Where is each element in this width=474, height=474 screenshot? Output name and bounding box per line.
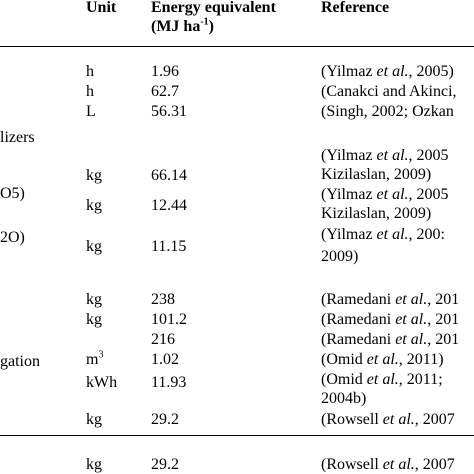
header-reference: Reference: [321, 0, 390, 16]
row-reference-cont: Kizilaslan, 2009): [321, 166, 432, 183]
row-reference: (Yilmaz et al., 2005: [321, 186, 449, 203]
row-reference: (Yilmaz et al., 2005): [321, 63, 454, 80]
row-reference: (Ramedani et al., 201: [321, 331, 460, 348]
row-value: 238: [151, 291, 175, 308]
header-energy-close: ): [208, 18, 214, 35]
row-reference-cont: 2009): [321, 248, 359, 265]
row-reference: (Yilmaz et al., 200:: [321, 226, 445, 243]
row-value: 1.96: [151, 63, 179, 80]
row-unit: kg: [86, 167, 102, 184]
row-reference: (Canakci and Akinci,: [321, 83, 457, 100]
row-value: 29.2: [151, 456, 179, 473]
header-unit: Unit: [86, 0, 117, 16]
row-reference: (Omid et al., 2011): [321, 351, 444, 368]
header-energy-line1: Energy equivalent: [151, 0, 276, 16]
header-energy-sup: -1: [200, 16, 209, 28]
et-al-text: et al.: [382, 456, 415, 473]
row-unit: kg: [86, 291, 102, 308]
row-reference: (Ramedani et al., 201: [321, 291, 460, 308]
et-al-text: et al.: [395, 311, 428, 328]
row-reference: (Ramedani et al., 201: [321, 311, 460, 328]
row-reference-cont: Kizilaslan, 2009): [321, 205, 432, 222]
et-al-text: et al.: [366, 371, 399, 388]
row-unit: kg: [86, 238, 102, 255]
row-value: 101.2: [151, 311, 187, 328]
category-k2o: 2O): [0, 229, 25, 246]
row-value: 12.44: [151, 197, 187, 214]
row-reference: (Omid et al., 2011;: [321, 371, 443, 388]
et-al-text: et al.: [376, 226, 409, 243]
category-irrigation: gation: [0, 353, 40, 370]
row-unit: h: [86, 63, 94, 80]
row-reference: (Rowsell et al., 2007: [321, 411, 455, 428]
row-unit: kg: [86, 411, 102, 428]
et-al-text: et al.: [376, 63, 409, 80]
row-unit: kg: [86, 197, 102, 214]
et-al-text: et al.: [382, 411, 415, 428]
row-value: 66.14: [151, 167, 187, 184]
row-unit-base: m: [86, 351, 99, 368]
header-energy-text: (MJ ha: [151, 18, 201, 35]
header-energy-line2: (MJ ha-1): [151, 17, 214, 36]
row-unit: m3: [86, 350, 103, 369]
row-unit-sup: 3: [98, 349, 104, 361]
row-value: 56.31: [151, 103, 187, 120]
category-p2o5: O5): [0, 185, 25, 202]
row-unit: kg: [86, 311, 102, 328]
et-al-text: et al.: [395, 331, 428, 348]
category-fertilizers: lizers: [0, 129, 35, 146]
row-reference: (Yilmaz et al., 2005: [321, 147, 449, 164]
section-rule: [0, 435, 474, 436]
row-unit: kWh: [86, 374, 118, 391]
et-al-text: et al.: [395, 291, 428, 308]
et-al-text: et al.: [376, 186, 409, 203]
row-value: 1.02: [151, 351, 179, 368]
et-al-text: et al.: [366, 351, 399, 368]
row-unit: L: [86, 103, 96, 120]
row-value: 11.15: [151, 238, 187, 255]
row-reference: (Singh, 2002; Ozkan: [321, 103, 454, 120]
et-al-text: et al.: [376, 147, 409, 164]
row-unit: h: [86, 83, 94, 100]
row-value: 216: [151, 331, 175, 348]
header-rule: [0, 46, 474, 47]
row-value: 62.7: [151, 83, 179, 100]
row-unit: kg: [86, 456, 102, 473]
row-value: 11.93: [151, 374, 187, 391]
row-reference: (Rowsell et al., 2007: [321, 456, 455, 473]
row-value: 29.2: [151, 411, 179, 428]
row-reference-cont: 2004b): [321, 390, 367, 407]
